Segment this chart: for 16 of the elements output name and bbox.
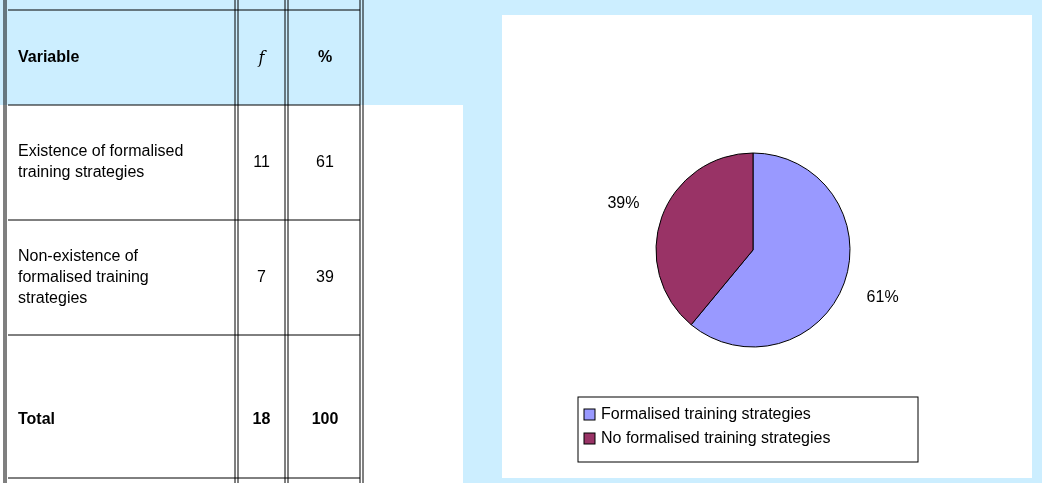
data-label: 61% — [866, 287, 899, 305]
data-label: 39 — [316, 267, 334, 285]
data-label: 11 — [253, 152, 270, 170]
category-label: Non-existence of formalised training strategies — [18, 246, 149, 306]
text: % — [317, 48, 333, 66]
data-label: 61 — [316, 152, 334, 170]
text: f — [257, 47, 268, 67]
category-label: Existence of formalised training strategies — [18, 142, 184, 181]
data-label: 7 — [257, 267, 267, 285]
legend-label: Formalised training strategies — [601, 405, 811, 423]
data-label: 100 — [311, 410, 339, 428]
category-label: Total — [18, 410, 56, 428]
data-label: 18 — [252, 410, 271, 428]
legend-label: No formalised training strategies — [601, 429, 831, 447]
data-label: 39% — [607, 194, 640, 212]
text: Variable — [18, 48, 80, 66]
